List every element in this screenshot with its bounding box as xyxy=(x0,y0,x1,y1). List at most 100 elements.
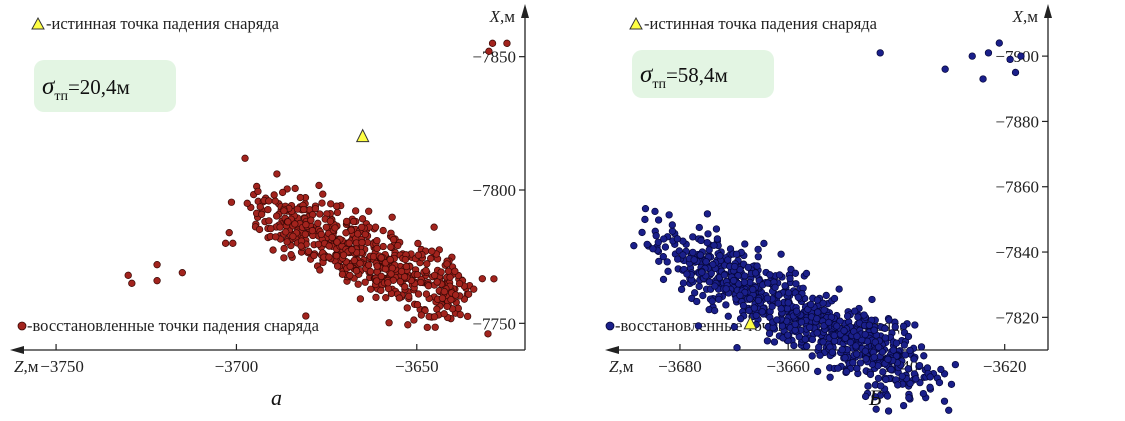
data-point xyxy=(345,239,353,247)
data-point xyxy=(853,364,861,372)
data-point xyxy=(414,239,422,248)
data-point xyxy=(400,273,409,281)
data-point xyxy=(327,200,335,208)
data-point xyxy=(385,319,393,327)
data-point xyxy=(730,323,739,331)
data-point xyxy=(849,359,857,367)
data-point xyxy=(271,197,279,205)
data-point xyxy=(741,240,749,248)
data-point xyxy=(280,254,288,262)
data-point xyxy=(881,324,889,333)
points-1 xyxy=(630,39,1025,415)
sigma-label: σтп=58,4м xyxy=(640,61,728,92)
data-point xyxy=(641,215,649,224)
data-point xyxy=(801,335,809,343)
data-point xyxy=(694,322,703,330)
data-point xyxy=(484,330,492,338)
data-point xyxy=(736,315,745,323)
legend-points-label: -восстановленные точки падения снаряда xyxy=(27,316,320,335)
x-tick-label: −3650 xyxy=(395,357,439,376)
x-axis-arrow-icon xyxy=(605,346,619,354)
data-point xyxy=(302,221,310,229)
data-point xyxy=(708,297,716,305)
data-point xyxy=(853,350,861,358)
data-point xyxy=(267,224,275,233)
data-point xyxy=(802,269,811,278)
data-point xyxy=(440,310,448,318)
legend-points-marker xyxy=(605,321,615,331)
data-point xyxy=(338,270,347,278)
data-point xyxy=(404,321,412,329)
data-point xyxy=(1011,68,1020,77)
data-point xyxy=(302,312,310,320)
data-point xyxy=(696,251,705,259)
y-tick-label: −7900 xyxy=(995,47,1039,66)
data-point xyxy=(433,278,441,286)
x-tick-label: −3700 xyxy=(215,357,259,376)
data-point xyxy=(314,240,323,248)
scatter-plot-b: X,м Z,м −7820 −7840 −7860 −7880 −7900 −3680 −366… xyxy=(605,4,1052,415)
data-point xyxy=(488,39,497,47)
data-point xyxy=(377,272,385,280)
data-point xyxy=(703,238,711,247)
data-point xyxy=(352,267,361,275)
data-point xyxy=(894,381,902,389)
data-point xyxy=(221,239,230,247)
data-point xyxy=(899,401,908,410)
points-0 xyxy=(124,39,511,338)
data-point xyxy=(838,345,846,354)
data-point xyxy=(437,268,445,276)
data-point xyxy=(332,252,341,260)
data-point xyxy=(373,236,381,245)
data-point xyxy=(813,315,821,323)
data-point xyxy=(862,355,870,363)
data-point xyxy=(651,207,659,216)
data-point xyxy=(792,280,800,288)
data-point xyxy=(705,278,714,286)
caption-a: а xyxy=(271,385,282,410)
x-tick-label: −3750 xyxy=(40,357,84,376)
data-point xyxy=(828,348,836,356)
data-point xyxy=(840,327,848,335)
data-point xyxy=(1017,52,1025,60)
data-point xyxy=(693,297,701,306)
y-tick-label: −7820 xyxy=(995,308,1039,327)
data-point xyxy=(917,343,926,351)
data-point xyxy=(887,365,895,374)
data-point xyxy=(463,312,472,321)
true-point-marker xyxy=(743,315,758,330)
data-point xyxy=(704,230,712,238)
data-point xyxy=(243,199,251,207)
data-point xyxy=(695,223,703,232)
data-point xyxy=(331,224,339,232)
scatter-plot-a: X,м Z,м −7750 −7800 −7850 −3750 −3700 −3650 σтп=… xyxy=(10,4,529,376)
data-point xyxy=(414,251,423,259)
data-point xyxy=(464,290,473,298)
x-tick-label: −3680 xyxy=(658,357,702,376)
legend-true-point-marker xyxy=(31,16,45,30)
data-point xyxy=(443,260,451,268)
x-axis-label: Z,м xyxy=(609,357,634,376)
data-point xyxy=(397,267,406,276)
data-point xyxy=(352,207,360,215)
data-point xyxy=(319,190,327,198)
data-point xyxy=(870,326,878,334)
data-point xyxy=(654,238,662,246)
data-point xyxy=(885,316,893,324)
data-point xyxy=(659,253,667,261)
data-point xyxy=(711,282,719,290)
data-point xyxy=(877,382,885,390)
data-point xyxy=(318,199,326,207)
data-point xyxy=(630,242,638,250)
data-point xyxy=(1006,55,1014,64)
data-point xyxy=(284,218,292,226)
data-point xyxy=(256,203,264,211)
data-point xyxy=(777,250,785,258)
y-axis-arrow-icon xyxy=(521,4,529,18)
data-point xyxy=(291,184,299,193)
legend-points-marker xyxy=(17,321,27,331)
data-point xyxy=(749,285,757,294)
sigma-box xyxy=(34,60,176,112)
data-point xyxy=(853,332,861,340)
data-point xyxy=(764,279,772,287)
